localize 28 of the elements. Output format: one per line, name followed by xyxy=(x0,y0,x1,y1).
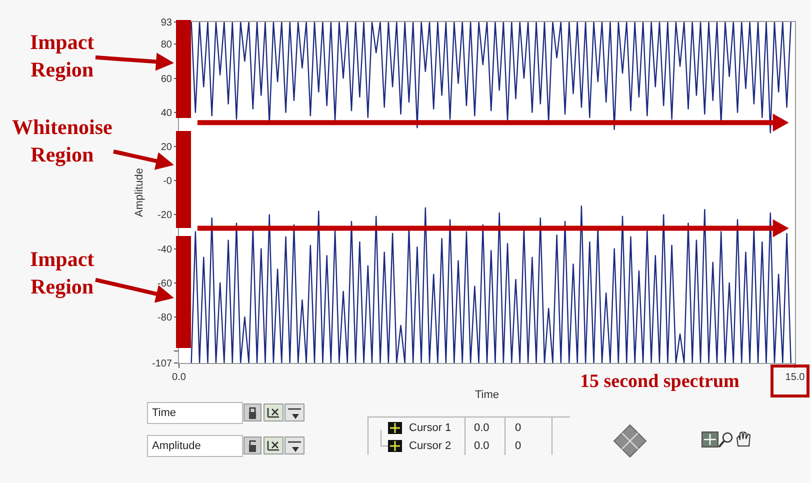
text: 0 xyxy=(515,440,522,452)
y-tick-label: -80 xyxy=(158,312,172,324)
y-tick-label: 20 xyxy=(160,142,172,153)
y-tick-label: 60 xyxy=(160,74,172,85)
y-tick-label: 40 xyxy=(160,108,172,119)
text: 15 second spectrum xyxy=(580,371,740,392)
text: 0.0 xyxy=(474,422,490,434)
text: Cursor 1 xyxy=(409,422,452,434)
text: Impact Region xyxy=(30,30,94,82)
x-axis-title: Time xyxy=(474,389,500,402)
line-series xyxy=(190,22,792,134)
y-tick-label: -40 xyxy=(158,244,172,256)
text: Amplitude xyxy=(152,440,201,452)
text: 0 xyxy=(515,422,522,434)
y-tick-label: -0 xyxy=(163,176,172,188)
y-tick-label: 93 xyxy=(160,18,172,28)
y-tick-label: -107 xyxy=(152,358,172,370)
text: Time xyxy=(152,407,176,419)
line-series xyxy=(190,206,792,363)
y-tick-label: 80 xyxy=(160,40,172,51)
y-axis-title: Amplitude xyxy=(134,168,146,217)
text: Cursor 2 xyxy=(409,440,452,452)
x-tick-label: 15.0 xyxy=(785,372,806,383)
text: 0.0 xyxy=(474,440,490,452)
y-tick-label: -60 xyxy=(158,278,172,290)
text: Impact Region xyxy=(30,247,94,298)
text: Whitenoise Region xyxy=(12,115,112,166)
y-tick-label: -20 xyxy=(158,210,172,222)
